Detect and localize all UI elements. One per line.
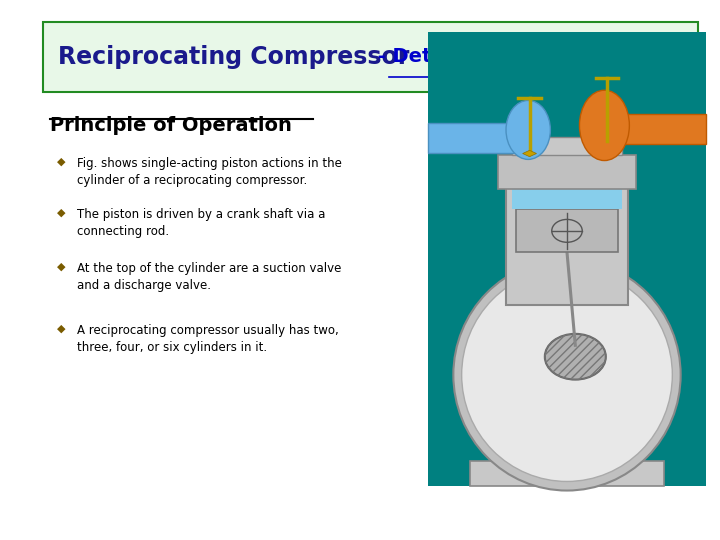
Text: ◆: ◆ <box>57 324 66 334</box>
Ellipse shape <box>454 259 680 490</box>
Text: - Detailed Analysis: - Detailed Analysis <box>371 47 582 66</box>
Text: Fig. shows single-acting piston actions in the
cylinder of a reciprocating compr: Fig. shows single-acting piston actions … <box>77 157 342 187</box>
Text: ◆: ◆ <box>57 157 66 167</box>
Ellipse shape <box>506 100 550 159</box>
Polygon shape <box>523 150 536 157</box>
Text: The piston is driven by a crank shaft via a
connecting rod.: The piston is driven by a crank shaft vi… <box>77 208 325 238</box>
Ellipse shape <box>580 90 629 160</box>
Bar <box>506 178 628 305</box>
Bar <box>470 461 664 486</box>
Bar <box>428 123 531 153</box>
Text: At the top of the cylinder are a suction valve
and a discharge valve.: At the top of the cylinder are a suction… <box>77 262 341 292</box>
Bar <box>516 210 618 252</box>
Text: ◆: ◆ <box>57 208 66 218</box>
Text: Principle of Operation: Principle of Operation <box>50 116 292 135</box>
Bar <box>498 155 636 189</box>
Ellipse shape <box>462 268 672 482</box>
Bar <box>595 114 706 144</box>
Text: A reciprocating compressor usually has two,
three, four, or six cylinders in it.: A reciprocating compressor usually has t… <box>77 324 339 354</box>
Text: Reciprocating Compressor: Reciprocating Compressor <box>58 45 409 69</box>
Circle shape <box>545 334 606 380</box>
FancyBboxPatch shape <box>43 22 698 92</box>
Bar <box>511 166 622 210</box>
Bar <box>428 32 706 486</box>
Text: ◆: ◆ <box>57 262 66 272</box>
Bar <box>511 137 622 155</box>
